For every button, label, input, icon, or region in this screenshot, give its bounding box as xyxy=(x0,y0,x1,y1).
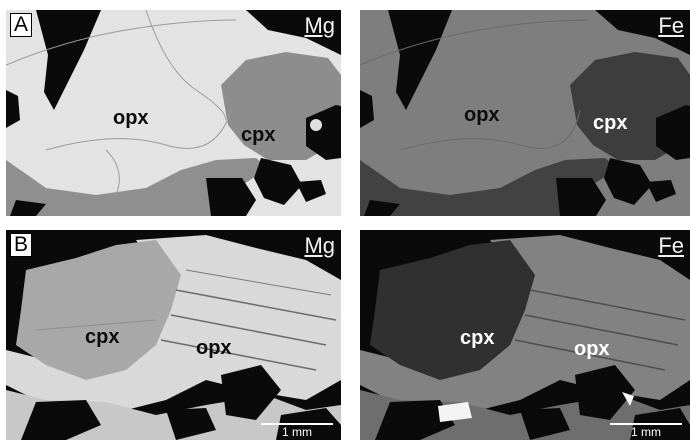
scale-bar-label: 1 mm xyxy=(282,425,312,439)
panel-b-fe-map xyxy=(360,230,690,440)
element-label-fe: Fe xyxy=(658,13,684,38)
mineral-label-cpx: cpx xyxy=(460,327,495,349)
mineral-label-cpx: cpx xyxy=(85,326,120,348)
element-label-mg: Mg xyxy=(304,233,335,258)
scale-bar-line xyxy=(261,423,333,425)
panel-b-mg: B Mg cpx opx 1 mm xyxy=(6,230,341,440)
element-label-fe: Fe xyxy=(658,233,684,258)
mineral-label-opx: opx xyxy=(196,337,232,359)
scale-bar-label: 1 mm xyxy=(631,425,661,439)
element-label-mg: Mg xyxy=(304,13,335,38)
scale-bar-line xyxy=(610,423,682,425)
panel-a-tag: A xyxy=(10,13,33,37)
panel-a-mg-map xyxy=(6,10,341,216)
panel-a-fe: Fe opx cpx xyxy=(360,10,690,216)
mineral-label-cpx: cpx xyxy=(593,112,628,134)
scale-bar: 1 mm xyxy=(610,423,682,438)
scale-bar: 1 mm xyxy=(261,423,333,438)
panel-a-fe-map xyxy=(360,10,690,216)
panel-b-fe: Fe cpx opx 1 mm xyxy=(360,230,690,440)
panel-b-tag: B xyxy=(10,233,33,257)
panel-b-mg-map xyxy=(6,230,341,440)
mineral-label-opx: opx xyxy=(574,338,610,360)
mineral-label-cpx: cpx xyxy=(241,124,276,146)
mineral-label-opx: opx xyxy=(464,104,500,126)
mineral-label-opx: opx xyxy=(113,107,149,129)
panel-a-mg: A Mg opx cpx xyxy=(6,10,341,216)
